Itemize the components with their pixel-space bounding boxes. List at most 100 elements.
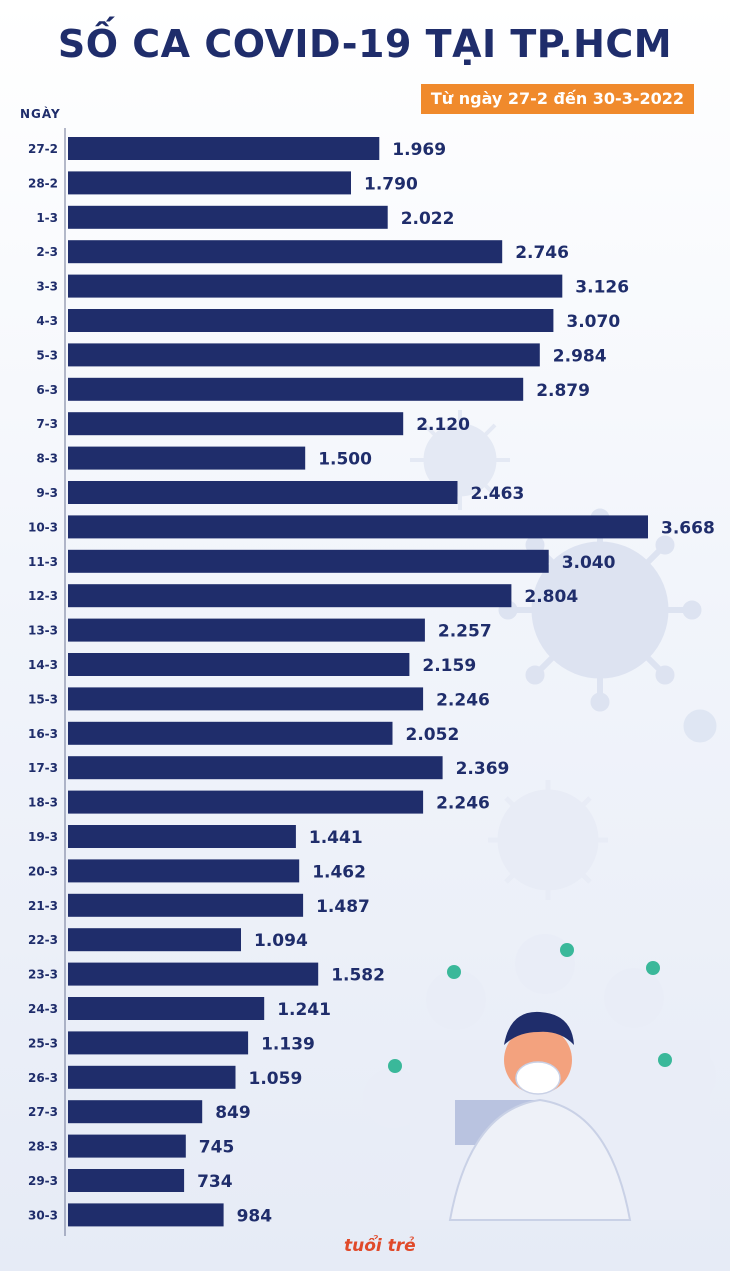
bar bbox=[68, 549, 549, 573]
value-label: 3.040 bbox=[562, 553, 616, 573]
category-label: 14-3 bbox=[28, 658, 58, 672]
bar bbox=[68, 1065, 236, 1089]
category-label: 4-3 bbox=[36, 314, 58, 328]
value-label: 2.879 bbox=[536, 381, 590, 401]
category-label: 22-3 bbox=[28, 933, 58, 947]
bar bbox=[68, 928, 241, 952]
bar bbox=[68, 205, 388, 229]
category-label: 5-3 bbox=[36, 348, 58, 362]
value-label: 2.463 bbox=[471, 484, 525, 504]
category-label: 12-3 bbox=[28, 589, 58, 603]
category-label: 11-3 bbox=[28, 555, 58, 569]
bar bbox=[68, 721, 393, 745]
bar bbox=[68, 377, 524, 401]
value-label: 1.790 bbox=[364, 174, 418, 194]
bar bbox=[68, 618, 425, 642]
category-label: 18-3 bbox=[28, 796, 58, 810]
value-label: 1.969 bbox=[392, 140, 446, 160]
bar bbox=[68, 790, 424, 814]
bar bbox=[68, 343, 540, 367]
value-label: 2.022 bbox=[401, 209, 455, 229]
value-label: 1.441 bbox=[309, 828, 363, 848]
y-axis-label: NGÀY bbox=[20, 107, 61, 121]
value-label: 1.462 bbox=[312, 862, 366, 882]
category-label: 10-3 bbox=[28, 520, 58, 534]
category-label: 28-3 bbox=[28, 1140, 58, 1154]
value-label: 984 bbox=[237, 1206, 273, 1226]
value-label: 1.059 bbox=[249, 1069, 303, 1089]
bar bbox=[68, 756, 443, 780]
category-label: 20-3 bbox=[28, 864, 58, 878]
bar bbox=[68, 412, 404, 436]
category-label: 3-3 bbox=[36, 280, 58, 294]
category-label: 2-3 bbox=[36, 245, 58, 259]
bar bbox=[68, 1203, 224, 1227]
category-label: 27-2 bbox=[28, 142, 58, 156]
category-label: 30-3 bbox=[28, 1208, 58, 1222]
category-label: 6-3 bbox=[36, 383, 58, 397]
bar bbox=[68, 309, 554, 332]
bar bbox=[68, 1100, 203, 1124]
bar bbox=[68, 515, 648, 539]
category-label: 28-2 bbox=[28, 176, 58, 190]
chart-title: SỐ CA COVID-19 TẠI TP.HCM bbox=[57, 22, 673, 66]
value-label: 1.500 bbox=[318, 450, 372, 470]
category-label: 25-3 bbox=[28, 1036, 58, 1050]
category-label: 29-3 bbox=[28, 1174, 58, 1188]
category-label: 7-3 bbox=[36, 417, 58, 431]
category-label: 26-3 bbox=[28, 1071, 58, 1085]
bar bbox=[68, 859, 300, 883]
value-label: 734 bbox=[197, 1172, 233, 1192]
category-label: 8-3 bbox=[36, 452, 58, 466]
bar bbox=[68, 997, 265, 1020]
value-label: 3.126 bbox=[575, 278, 629, 298]
bar bbox=[68, 240, 503, 264]
value-label: 2.246 bbox=[436, 690, 490, 710]
value-label: 745 bbox=[199, 1138, 235, 1158]
category-label: 24-3 bbox=[28, 1002, 58, 1016]
value-label: 2.369 bbox=[456, 759, 510, 779]
value-label: 1.094 bbox=[254, 931, 308, 951]
bar bbox=[68, 1031, 249, 1055]
bar bbox=[68, 1169, 185, 1192]
bar bbox=[68, 1134, 186, 1158]
bar bbox=[68, 825, 296, 848]
bar bbox=[68, 687, 424, 711]
value-label: 3.668 bbox=[661, 518, 715, 538]
avatar-icons bbox=[363, 934, 716, 1128]
bar bbox=[68, 274, 563, 298]
category-label: 16-3 bbox=[28, 727, 58, 741]
value-label: 1.487 bbox=[316, 897, 370, 917]
category-label: 17-3 bbox=[28, 761, 58, 775]
category-label: 27-3 bbox=[28, 1105, 58, 1119]
category-label: 23-3 bbox=[28, 968, 58, 982]
date-range-badge: Từ ngày 27-2 đến 30-3-2022 bbox=[420, 84, 694, 114]
doctor-illustration bbox=[448, 1011, 632, 1221]
tuoi-tre-logo: tuổi trẻ bbox=[344, 1236, 416, 1256]
virus-icon-large bbox=[498, 508, 702, 712]
value-label: 2.120 bbox=[416, 415, 470, 435]
bar bbox=[68, 653, 410, 676]
value-label: 1.139 bbox=[261, 1034, 315, 1054]
category-label: 1-3 bbox=[36, 211, 58, 225]
category-label: 19-3 bbox=[28, 830, 58, 844]
value-label: 1.241 bbox=[277, 1000, 331, 1020]
value-label: 3.070 bbox=[566, 312, 620, 332]
value-label: 2.159 bbox=[422, 656, 476, 676]
bar bbox=[68, 893, 304, 917]
category-label: 15-3 bbox=[28, 692, 58, 706]
bar bbox=[68, 962, 319, 986]
category-label: 21-3 bbox=[28, 899, 58, 913]
virus-icon-small bbox=[488, 709, 717, 900]
value-label: 2.984 bbox=[553, 346, 607, 366]
value-label: 849 bbox=[215, 1103, 251, 1123]
value-label: 2.246 bbox=[436, 794, 490, 814]
value-label: 2.804 bbox=[524, 587, 578, 607]
value-label: 2.257 bbox=[438, 622, 492, 642]
bar bbox=[68, 481, 458, 504]
bar bbox=[68, 137, 380, 160]
bar bbox=[68, 584, 512, 608]
value-label: 1.582 bbox=[331, 966, 385, 986]
bar bbox=[68, 446, 306, 470]
